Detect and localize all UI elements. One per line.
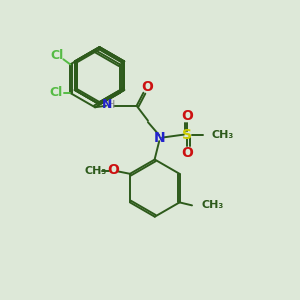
Text: O: O bbox=[141, 80, 153, 94]
Text: CH₃: CH₃ bbox=[201, 200, 224, 210]
Text: O: O bbox=[182, 109, 194, 123]
Text: Cl: Cl bbox=[50, 86, 63, 100]
Text: N: N bbox=[153, 130, 165, 145]
Text: N: N bbox=[102, 98, 112, 111]
Text: Cl: Cl bbox=[50, 49, 63, 62]
Text: H: H bbox=[107, 100, 116, 110]
Text: O: O bbox=[182, 146, 194, 160]
Text: CH₃: CH₃ bbox=[211, 130, 233, 140]
Text: S: S bbox=[182, 128, 193, 142]
Text: CH₃: CH₃ bbox=[85, 167, 107, 176]
Text: O: O bbox=[108, 163, 120, 177]
